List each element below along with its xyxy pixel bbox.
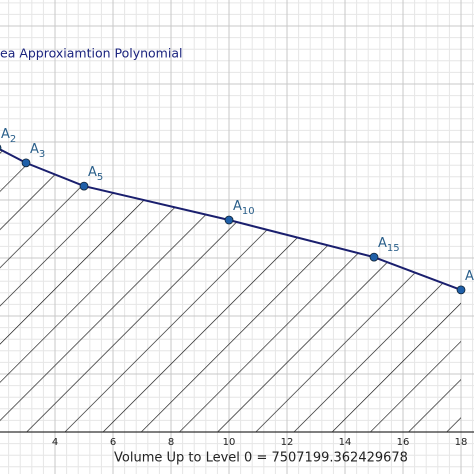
point-label-letter: A	[465, 268, 474, 283]
x-tick-label: 12	[281, 437, 294, 448]
point	[79, 181, 89, 191]
point	[0, 144, 2, 152]
x-tick-label: 4	[52, 437, 58, 448]
x-tick-label: 16	[397, 437, 410, 448]
point-label-index: 10	[242, 206, 255, 217]
chart-title: ea Approxiamtion Polynomial	[0, 46, 182, 61]
point-label: A15	[378, 236, 400, 255]
x-tick-label: 8	[168, 437, 174, 448]
footer-text: Volume Up to Level 0 = 7507199.362429678	[114, 451, 408, 466]
point	[369, 252, 379, 262]
x-tick-label: 14	[339, 437, 352, 448]
point-label-index: 15	[387, 243, 400, 254]
point-label: A2	[1, 126, 16, 145]
point-label-letter: A	[88, 165, 97, 180]
point-label-letter: A	[233, 199, 242, 214]
curve	[0, 148, 462, 291]
point-label: A10	[233, 199, 255, 218]
x-tick-label: 10	[223, 437, 236, 448]
point-label: A	[465, 268, 474, 283]
area-fill	[0, 149, 462, 433]
x-tick-label: 6	[110, 437, 116, 448]
point-label: A5	[88, 165, 103, 184]
point-label-letter: A	[378, 236, 387, 251]
x-tick-label: 18	[455, 437, 468, 448]
point-label-letter: A	[30, 141, 39, 156]
point	[21, 158, 31, 168]
point-label-letter: A	[1, 126, 10, 141]
point-label: A3	[30, 141, 45, 160]
point-label-index: 2	[10, 134, 16, 145]
point	[224, 215, 234, 225]
point-label-index: 3	[39, 149, 45, 160]
point	[456, 285, 466, 295]
point-label-index: 5	[97, 172, 103, 183]
